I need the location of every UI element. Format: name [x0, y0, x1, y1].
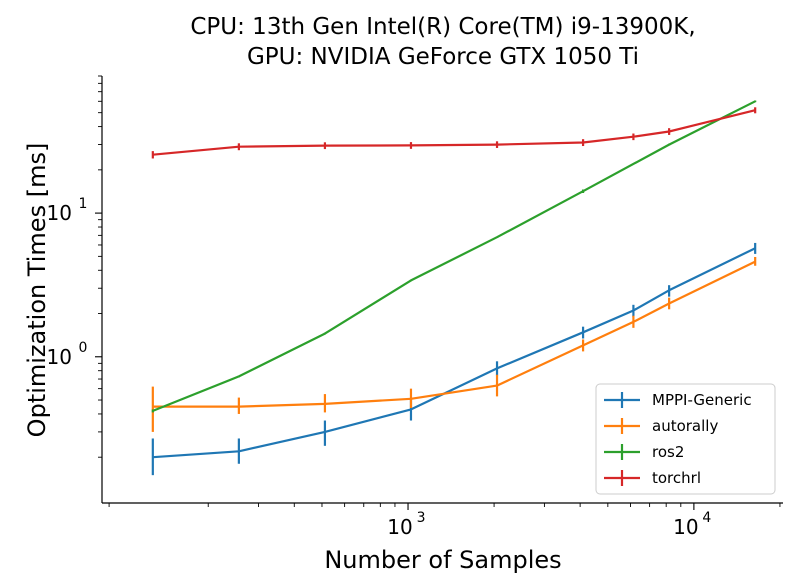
y-axis-ticks: 10 0 10 1 [47, 75, 102, 458]
series-line-ros2 [152, 100, 756, 412]
x-tick-label-1: 10 [673, 515, 698, 539]
chart-title-line-2: GPU: NVIDIA GeForce GTX 1050 Ti [247, 44, 639, 70]
plot-area [151, 100, 757, 476]
series-ros2 [151, 100, 757, 413]
y-tick-exponent-1: 1 [79, 196, 88, 212]
legend-label-torchrl: torchrl [652, 469, 701, 487]
x-axis-label: Number of Samples [324, 546, 561, 574]
legend: MPPI-Generic autorally ros2 torchrl [595, 383, 776, 495]
legend-entry-ros2: ros2 [604, 443, 684, 461]
legend-entry-autorally: autorally [604, 417, 718, 435]
x-tick-label-0: 10 [387, 515, 412, 539]
legend-entry-mppi-generic: MPPI-Generic [604, 391, 752, 409]
legend-label-mppi-generic: MPPI-Generic [652, 391, 752, 409]
y-tick-label-0: 10 [47, 345, 72, 369]
series-torchrl [151, 107, 757, 159]
x-tick-exponent-1: 4 [702, 510, 711, 526]
y-axis-label: Optimization Times [ms] [23, 143, 51, 438]
legend-label-autorally: autorally [652, 417, 718, 435]
legend-frame [595, 383, 776, 495]
series-autorally [151, 256, 757, 432]
x-axis-ticks: 10 3 10 4 [108, 503, 781, 539]
chart-title-line-1: CPU: 13th Gen Intel(R) Core(TM) i9-13900… [190, 14, 695, 40]
y-tick-exponent-0: 0 [79, 340, 88, 356]
x-tick-exponent-0: 3 [417, 510, 426, 526]
y-tick-label-1: 10 [47, 201, 72, 225]
legend-label-ros2: ros2 [652, 443, 684, 461]
legend-entry-torchrl: torchrl [604, 469, 701, 487]
